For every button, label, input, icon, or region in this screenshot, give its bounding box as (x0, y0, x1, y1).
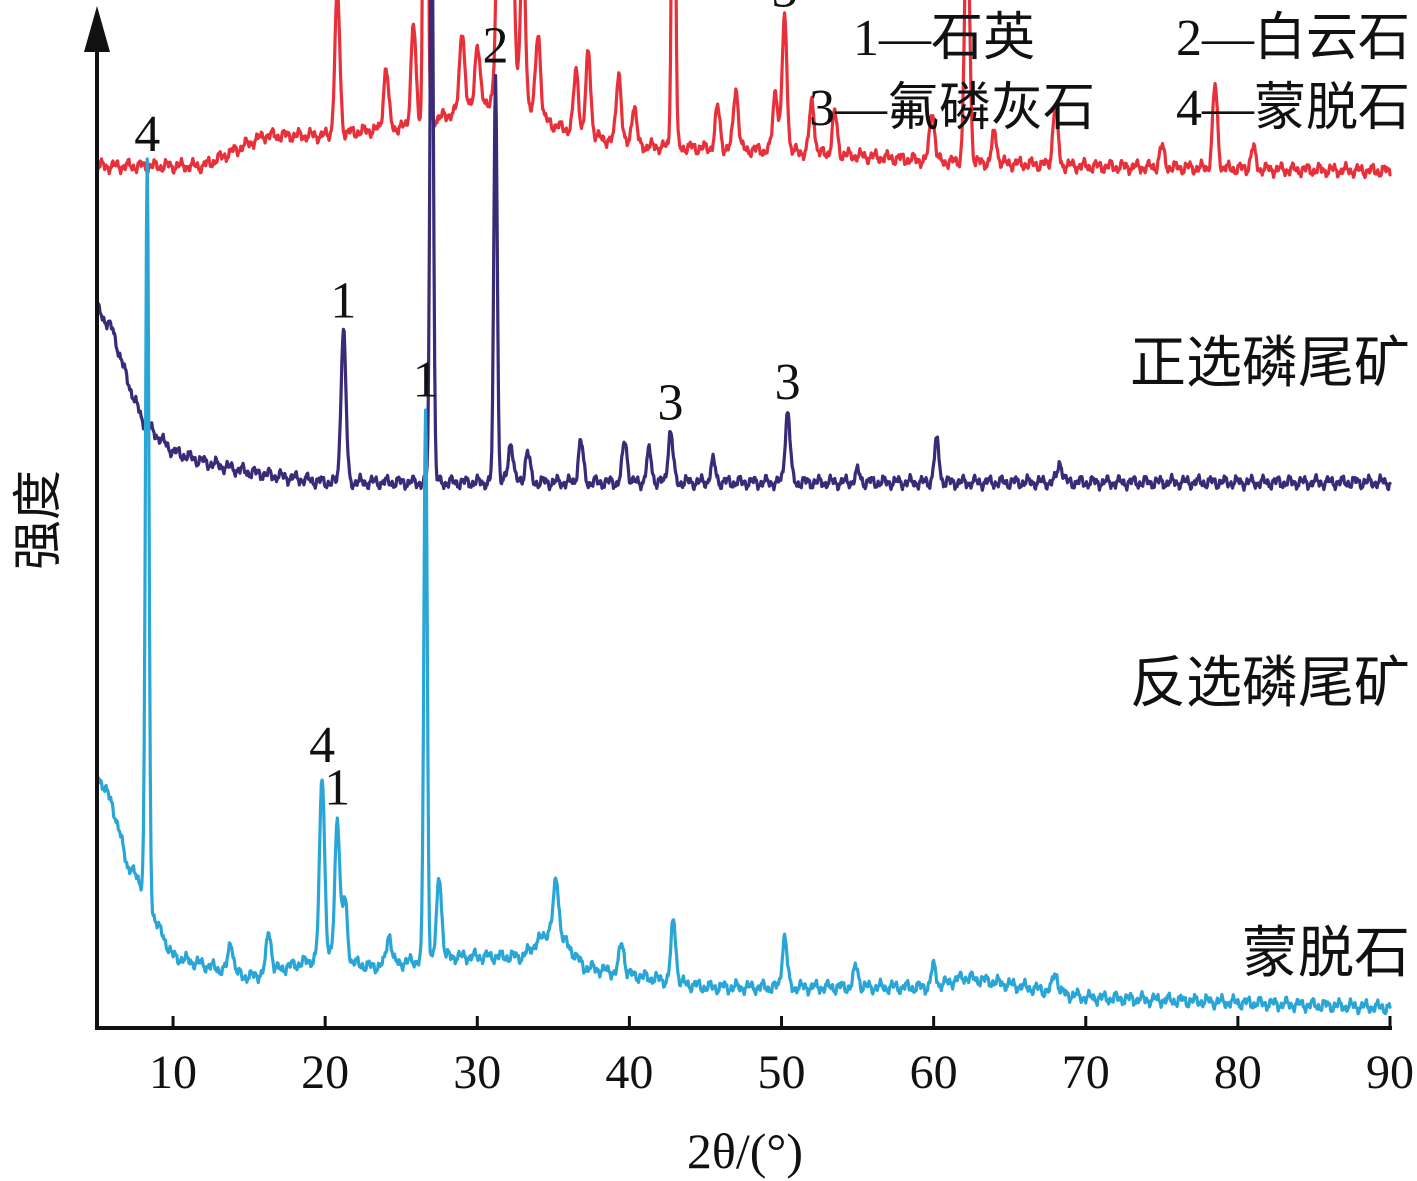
plot-area: 113333112334411 (95, 0, 1392, 1016)
peak-label: 3 (658, 374, 684, 431)
x-tick-label: 80 (1214, 1046, 1262, 1099)
legend-entry-1: 1—石英 (853, 10, 1035, 67)
x-axis-label: 2θ/(°) (687, 1123, 803, 1179)
series-line-2 (95, 0, 1392, 492)
legend-entry-3: 3—氟磷灰石 (809, 80, 1095, 137)
x-tick-label: 10 (149, 1046, 197, 1099)
legend: 1—石英 2—白云石 3—氟磷灰石 4—蒙脱石 (809, 10, 1410, 137)
x-tick-label: 60 (910, 1046, 958, 1099)
peak-label: 1 (324, 760, 350, 817)
x-tick-label: 90 (1366, 1046, 1414, 1099)
peak-label: 3 (775, 354, 801, 411)
series-line-3 (95, 157, 1392, 1016)
peak-label: 2 (483, 17, 509, 74)
peak-label: 3 (772, 0, 798, 18)
x-tick-label: 30 (453, 1046, 501, 1099)
y-axis-label: 强度 (10, 470, 66, 570)
legend-entry-2: 2—白云石 (1176, 10, 1410, 67)
x-tick-label: 20 (301, 1046, 349, 1099)
series-label-3: 蒙脱石 (1242, 923, 1410, 985)
peak-label: 1 (330, 272, 356, 329)
x-tick-label: 70 (1062, 1046, 1110, 1099)
x-tick-label: 40 (605, 1046, 653, 1099)
curves-layer (95, 0, 1392, 1016)
series-line-1 (95, 0, 1392, 180)
peak-label: 1 (413, 352, 439, 409)
series-label-2: 反选磷尾矿 (1130, 653, 1410, 715)
peak-labels-layer: 113333112334411 (134, 0, 801, 817)
x-tick-label: 50 (758, 1046, 806, 1099)
legend-entry-4: 4—蒙脱石 (1176, 80, 1410, 137)
x-ticks: 10 20 30 40 50 60 70 80 90 (149, 1016, 1414, 1099)
peak-label: 4 (309, 717, 335, 774)
y-axis-arrowhead (84, 6, 110, 52)
peak-label: 4 (134, 106, 160, 163)
series-label-1: 正选磷尾矿 (1130, 333, 1410, 395)
